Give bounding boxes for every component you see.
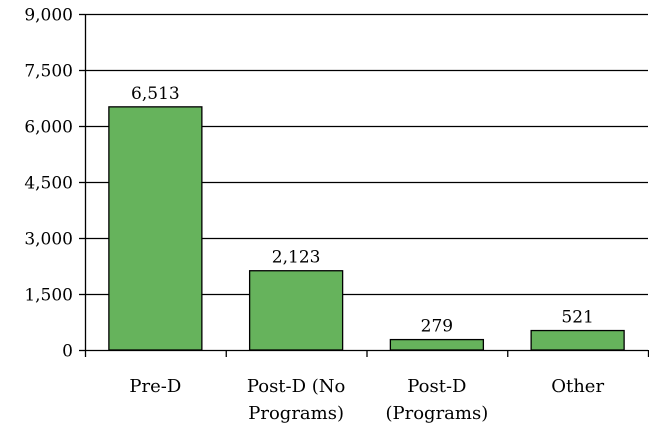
y-tick-label-3: 4,500 [24, 174, 73, 194]
category-label-0-line-0: Pre-D [129, 376, 181, 397]
category-label-2-line-1: (Programs) [385, 403, 488, 424]
y-tick-labels: 0 1,500 3,000 4,500 6,000 7,500 9,000 [24, 6, 85, 362]
y-tick-label-4: 6,000 [24, 118, 73, 138]
bar-0 [108, 106, 203, 351]
category-label-3: Other [551, 376, 604, 397]
category-label-1-line-0: Post-D (No [247, 376, 346, 397]
y-tick-label-1: 1,500 [24, 286, 73, 306]
category-label-1-line-1: Programs) [248, 403, 344, 424]
category-labels: Pre-D Post-D (No Programs) Post-D (Programs)… [129, 376, 604, 424]
y-tick-label-6: 9,000 [24, 6, 73, 26]
bar-1 [248, 270, 344, 351]
category-label-1: Post-D (No Programs) [247, 376, 346, 424]
data-label-2: 279 [421, 317, 453, 337]
bars [108, 106, 625, 351]
data-label-3: 521 [561, 308, 593, 328]
bar-3 [530, 329, 625, 351]
category-label-3-line-0: Other [551, 376, 604, 397]
bar-2 [389, 338, 485, 351]
y-tick-label-0: 0 [62, 342, 73, 362]
y-tick-label-2: 3,000 [24, 230, 73, 250]
data-label-0: 6,513 [131, 84, 180, 104]
data-label-1: 2,123 [272, 248, 321, 268]
category-label-2-line-0: Post-D [407, 376, 466, 397]
category-label-0: Pre-D [129, 376, 181, 397]
data-labels: 6,513 2,123 279 521 [131, 84, 594, 337]
category-label-2: Post-D (Programs) [385, 376, 488, 424]
y-tick-label-5: 7,500 [24, 62, 73, 82]
